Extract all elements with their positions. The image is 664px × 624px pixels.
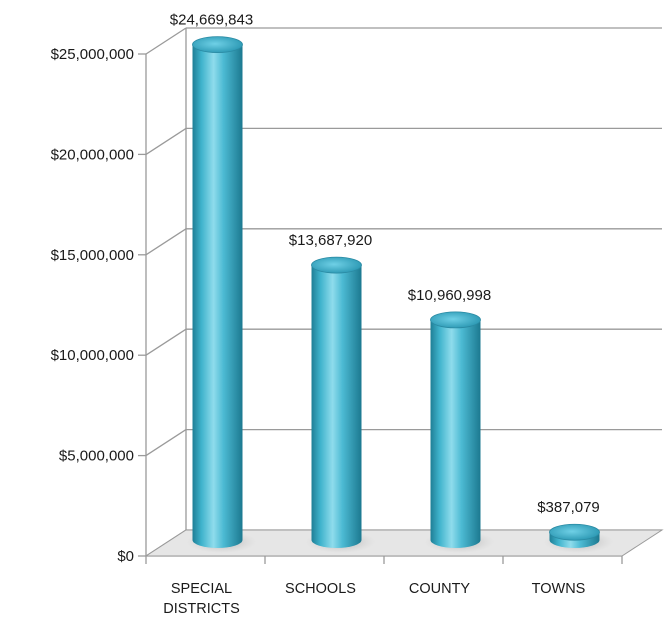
bar-0 xyxy=(186,36,257,553)
bar-body xyxy=(192,44,243,549)
floor-plane xyxy=(144,529,664,557)
gridline-side xyxy=(145,228,187,256)
bar-3 xyxy=(543,523,614,553)
data-label: $13,687,920 xyxy=(289,232,372,249)
bar-top-cap xyxy=(192,36,243,54)
bar-1 xyxy=(305,256,376,553)
bar-2 xyxy=(424,311,495,553)
gridline-side xyxy=(145,328,187,356)
gridline-side xyxy=(145,127,187,155)
x-tick-label: TOWNS xyxy=(532,581,586,597)
data-labels-layer: $24,669,843 $13,687,920 $10,960,998 $387,07… xyxy=(170,12,600,517)
chart-floor xyxy=(144,529,664,557)
x-axis-tick-labels: SPECIAL DISTRICTS SCHOOLS COUNTY TOWNS xyxy=(163,581,585,617)
bar-top-cap xyxy=(311,256,362,274)
y-axis-tick-labels: $0 $5,000,000 $10,000,000 $15,000,000 $20,00… xyxy=(51,46,134,565)
gridline-side xyxy=(145,27,187,55)
x-tick-label: SPECIAL xyxy=(171,581,232,597)
bar-body xyxy=(430,319,481,548)
bars-layer xyxy=(186,36,614,553)
data-label: $24,669,843 xyxy=(170,12,253,29)
data-label: $387,079 xyxy=(537,499,600,516)
y-tick-label: $20,000,000 xyxy=(51,146,134,163)
bar-top-cap xyxy=(430,311,481,329)
bar-body xyxy=(311,265,362,548)
x-tick-label: COUNTY xyxy=(409,581,471,597)
x-tick-label: DISTRICTS xyxy=(163,601,240,617)
y-tick-label: $15,000,000 xyxy=(51,247,134,264)
y-tick-label: $0 xyxy=(117,548,134,565)
x-tick-label: SCHOOLS xyxy=(285,581,356,597)
bar-top-cap xyxy=(549,523,600,541)
y-tick-label: $10,000,000 xyxy=(51,347,134,364)
y-tick-label: $5,000,000 xyxy=(59,448,134,465)
y-tick-label: $25,000,000 xyxy=(51,46,134,63)
data-label: $10,960,998 xyxy=(408,287,491,304)
gridline-side xyxy=(145,429,187,457)
